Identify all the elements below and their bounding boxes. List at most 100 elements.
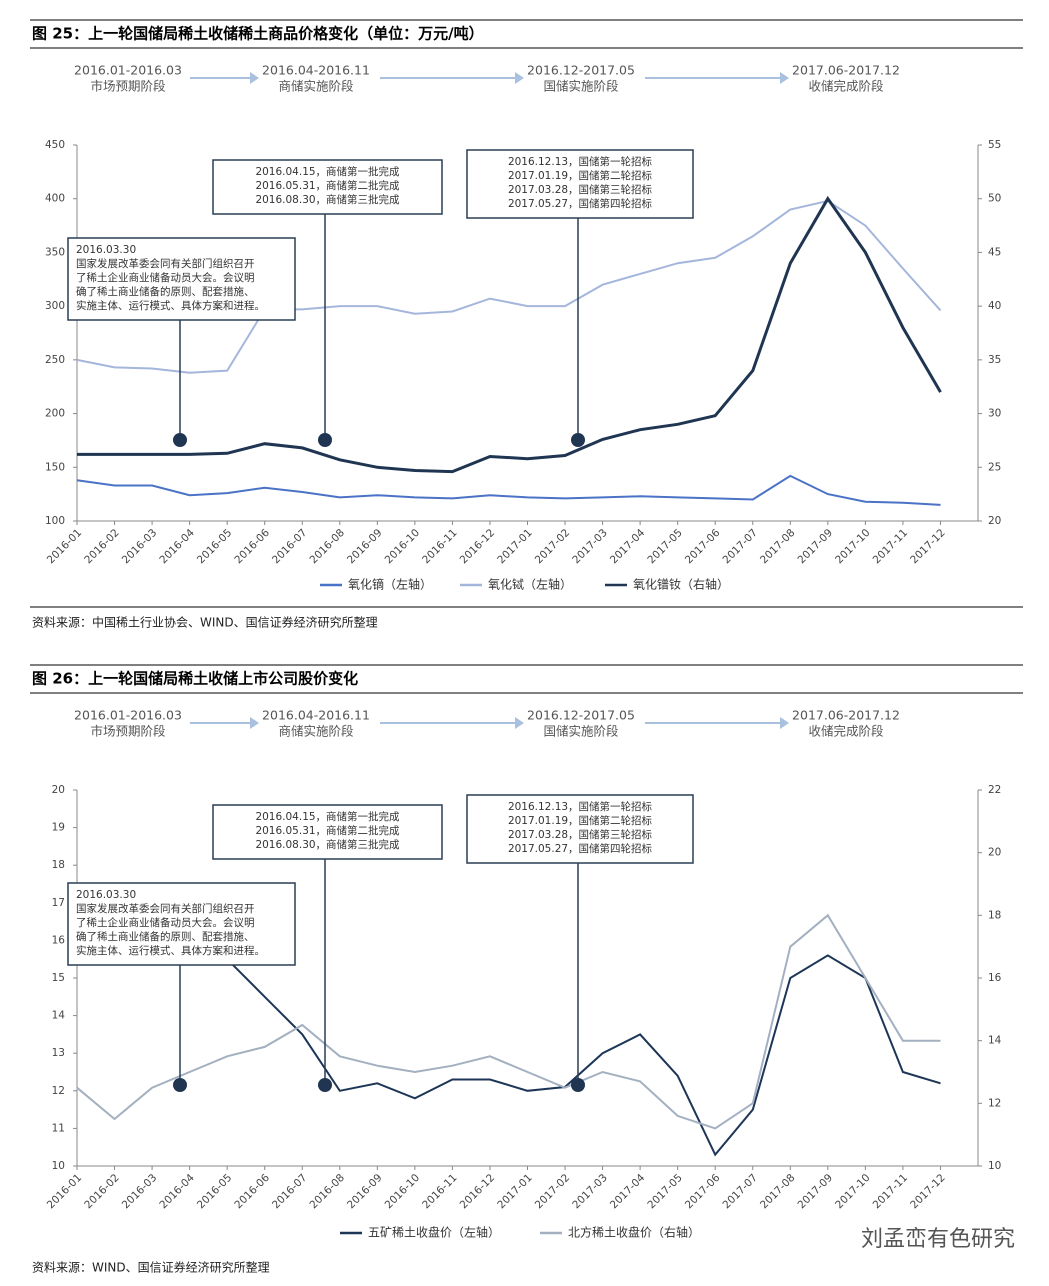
annotation-text: 2016.12.13，国储第一轮招标: [508, 155, 653, 168]
watermark: 刘孟峦有色研究: [861, 1227, 1015, 1252]
phase-stage: 商储实施阶段: [278, 79, 353, 94]
x-tick-label: 2017-09: [796, 1172, 836, 1212]
x-tick-label: 2016-03: [120, 1172, 160, 1212]
y-tick-label: 400: [45, 193, 65, 205]
x-tick-label: 2017-06: [683, 1172, 723, 1212]
x-tick-label: 2016-04: [157, 527, 197, 567]
legend-label: 五矿稀土收盘价（左轴）: [368, 1225, 500, 1240]
phase-stage: 收储完成阶段: [808, 79, 883, 94]
y2-tick-label: 12: [988, 1097, 1001, 1109]
x-tick-label: 2016-10: [383, 527, 423, 567]
phase-stage: 收储完成阶段: [808, 724, 883, 739]
x-tick-label: 2016-03: [120, 527, 160, 567]
phase-period: 2016.04-2016.11: [262, 63, 370, 78]
x-tick-label: 2016-10: [383, 1172, 423, 1212]
annotation-dot: [571, 433, 585, 447]
x-tick-label: 2016-07: [270, 1172, 310, 1212]
annotation-box: [466, 794, 694, 864]
annotation-text: 了稀土企业商业储备动员大会。会议明: [76, 271, 255, 284]
legend-label: 氧化镝（左轴）: [348, 577, 432, 592]
x-tick-label: 2017-02: [533, 527, 573, 567]
x-tick-label: 2016-06: [232, 1172, 272, 1212]
phase-stage: 市场预期阶段: [90, 79, 165, 94]
y2-tick-label: 20: [988, 515, 1001, 527]
y-tick-label: 17: [52, 897, 65, 909]
x-tick-label: 2016-02: [82, 527, 122, 567]
annotation-box: [212, 159, 443, 215]
y2-tick-label: 22: [988, 784, 1001, 796]
y2-tick-label: 40: [988, 300, 1001, 312]
annotation-text: 实施主体、运行模式、具体方案和进程。: [76, 299, 265, 312]
y-tick-label: 11: [52, 1122, 65, 1134]
phase-arrowhead: [780, 72, 789, 84]
annotation-box: [212, 804, 443, 860]
phase-period: 2016.01-2016.03: [74, 708, 182, 723]
x-tick-label: 2017-08: [758, 1172, 798, 1212]
x-tick-label: 2017-05: [645, 1172, 685, 1212]
x-tick-label: 2016-12: [458, 1172, 498, 1212]
y-tick-label: 450: [45, 139, 65, 151]
annotation-dot: [173, 1078, 187, 1092]
series-line: [76, 199, 942, 374]
y-tick-label: 200: [45, 408, 65, 420]
y-tick-label: 12: [52, 1085, 65, 1097]
phase-period: 2016.04-2016.11: [262, 708, 370, 723]
annotation-text: 2016.08.30，商储第三批完成: [255, 838, 400, 851]
annotation-text: 2017.03.28，国储第三轮招标: [508, 828, 653, 841]
phase-stage: 商储实施阶段: [278, 724, 353, 739]
figure-title: 图 25：上一轮国储局稀土收储稀土商品价格变化（单位：万元/吨）: [32, 25, 484, 43]
y2-tick-label: 50: [988, 193, 1001, 205]
legend-label: 北方稀土收盘价（右轴）: [568, 1225, 700, 1240]
annotation-box: [466, 149, 694, 219]
annotation-text: 2017.01.19，国储第二轮招标: [508, 814, 653, 827]
y2-tick-label: 16: [988, 972, 1002, 984]
y-tick-label: 20: [52, 784, 65, 796]
legend-label: 氧化镨钕（右轴）: [633, 577, 729, 592]
annotation-text: 国家发展改革委会同有关部门组织召开: [76, 257, 255, 270]
x-tick-label: 2016-12: [458, 527, 498, 567]
annotation-text: 2016.12.13，国储第一轮招标: [508, 800, 653, 813]
phase-arrowhead: [515, 717, 524, 729]
x-tick-label: 2016-11: [420, 1172, 460, 1212]
y2-tick-label: 55: [988, 139, 1001, 151]
x-tick-label: 2016-04: [157, 1172, 197, 1212]
y2-tick-label: 18: [988, 909, 1001, 921]
y2-tick-label: 14: [988, 1035, 1002, 1047]
phase-stage: 国储实施阶段: [543, 724, 618, 739]
figure-title: 图 26：上一轮国储局稀土收储上市公司股价变化: [32, 670, 358, 688]
y-tick-label: 19: [52, 822, 65, 834]
phase-stage: 国储实施阶段: [543, 79, 618, 94]
y-tick-label: 10: [52, 1160, 65, 1172]
y-tick-label: 18: [52, 859, 65, 871]
x-tick-label: 2017-02: [533, 1172, 573, 1212]
phase-period: 2017.06-2017.12: [792, 63, 900, 78]
series-line: [77, 195, 942, 474]
phase-arrowhead: [250, 72, 259, 84]
annotation-box: [67, 237, 296, 321]
source: 资料来源：中国稀土行业协会、WIND、国信证券经济研究所整理: [32, 615, 378, 630]
x-tick-label: 2017-04: [608, 527, 648, 567]
y-tick-label: 300: [45, 300, 65, 312]
x-tick-label: 2016-11: [420, 527, 460, 567]
x-tick-label: 2016-01: [45, 1172, 85, 1212]
x-tick-label: 2017-11: [871, 527, 911, 567]
legend-label: 氧化铽（左轴）: [488, 577, 572, 592]
annotation-text: 2017.01.19，国储第二轮招标: [508, 169, 653, 182]
x-tick-label: 2016-07: [270, 527, 310, 567]
phase-arrowhead: [780, 717, 789, 729]
x-tick-label: 2017-03: [570, 527, 610, 567]
annotation-text: 2016.08.30，商储第三批完成: [255, 193, 400, 206]
x-tick-label: 2016-08: [308, 1172, 348, 1212]
x-tick-label: 2017-05: [645, 527, 685, 567]
phase-period: 2016.01-2016.03: [74, 63, 182, 78]
y2-tick-label: 35: [988, 354, 1001, 366]
y-tick-label: 150: [45, 461, 65, 473]
y2-tick-label: 20: [988, 847, 1001, 859]
annotation-text: 2016.05.31，商储第二批完成: [255, 179, 400, 192]
x-tick-label: 2017-01: [495, 1172, 535, 1212]
annotation-text: 确了稀土商业储备的原则、配套措施、: [76, 930, 255, 943]
x-tick-label: 2016-09: [345, 1172, 385, 1212]
source: 资料来源：WIND、国信证券经济研究所整理: [32, 1260, 270, 1275]
annotation-text: 2016.04.15，商储第一批完成: [255, 810, 400, 823]
